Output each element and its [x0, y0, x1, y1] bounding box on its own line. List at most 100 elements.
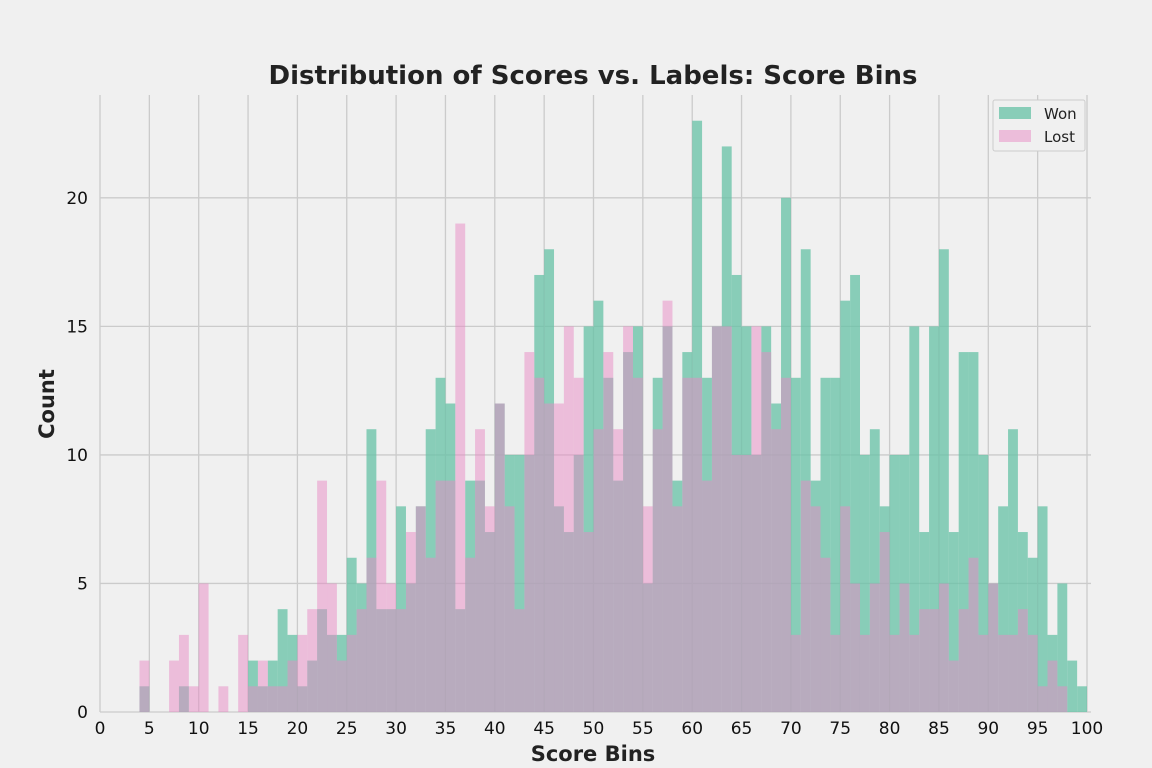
bar-lost-bin-54 — [632, 377, 643, 712]
bar-won-bin-92 — [1008, 429, 1018, 712]
bar-lost-bin-39 — [484, 506, 495, 712]
x-tick-30: 30 — [385, 719, 407, 739]
bar-lost-bin-80 — [889, 634, 900, 712]
bar-lost-bin-58 — [672, 506, 683, 712]
bar-won-bin-73 — [820, 377, 831, 712]
bar-won-bin-88 — [968, 352, 979, 712]
bar-lost-bin-30 — [396, 609, 406, 712]
bar-lost-bin-34 — [435, 480, 446, 712]
bar-won-bin-85 — [938, 249, 949, 712]
bar-lost-bin-72 — [810, 506, 821, 712]
bar-lost-bin-47 — [563, 326, 574, 712]
bar-lost-bin-81 — [899, 583, 910, 712]
y-tick-labels: 0 5 10 15 20 — [66, 189, 88, 723]
y-tick-10: 10 — [66, 446, 88, 466]
bar-lost-bin-45 — [544, 403, 555, 712]
bar-lost-bin-24 — [336, 660, 347, 712]
bar-lost-bin-4 — [139, 660, 150, 712]
bar-lost-bin-35 — [445, 480, 456, 712]
x-tick-0: 0 — [95, 719, 106, 739]
bar-lost-bin-89 — [978, 634, 989, 712]
bar-lost-bin-27 — [366, 557, 377, 712]
bar-lost-bin-75 — [840, 506, 851, 712]
bar-lost-bin-49 — [583, 532, 594, 712]
bar-won-bin-18 — [277, 609, 288, 712]
bar-lost-bin-97 — [1057, 686, 1068, 712]
bar-lost-bin-18 — [277, 686, 288, 712]
x-tick-65: 65 — [731, 719, 753, 739]
bar-lost-bin-37 — [465, 557, 476, 712]
bar-won-bin-89 — [978, 454, 989, 712]
bar-won-bin-42 — [514, 454, 525, 712]
bar-lost-bin-62 — [711, 326, 722, 712]
x-axis-label: Score Bins — [531, 742, 656, 766]
x-tick-95: 95 — [1027, 719, 1049, 739]
bar-won-bin-74 — [830, 377, 841, 712]
bar-lost-bin-78 — [869, 583, 880, 712]
bar-lost-bin-41 — [504, 506, 515, 712]
x-tick-85: 85 — [928, 719, 950, 739]
bar-won-bin-70 — [790, 377, 801, 712]
legend-swatch-won — [999, 107, 1031, 119]
bar-lost-bin-90 — [988, 583, 999, 712]
bar-won-bin-98 — [1067, 660, 1078, 712]
bar-lost-bin-77 — [859, 634, 870, 712]
x-tick-15: 15 — [237, 719, 259, 739]
bar-lost-bin-93 — [1017, 609, 1028, 712]
x-tick-labels: 0 5 10 15 20 25 30 35 40 45 50 55 60 65 70 75 80 85 90 95 10… — [95, 719, 1104, 739]
bar-lost-bin-87 — [958, 609, 969, 712]
bar-lost-bin-55 — [642, 506, 653, 712]
bar-lost-bin-31 — [405, 532, 416, 712]
bar-lost-bin-52 — [613, 429, 624, 712]
y-tick-5: 5 — [77, 574, 88, 594]
bar-lost-bin-94 — [1027, 634, 1038, 712]
y-tick-15: 15 — [66, 317, 88, 337]
bar-won-bin-95 — [1037, 506, 1048, 712]
bar-lost-bin-19 — [287, 660, 298, 712]
bar-won-bin-76 — [850, 274, 860, 712]
bar-won-bin-82 — [909, 326, 920, 712]
bar-lost-bin-83 — [919, 609, 930, 712]
bar-lost-bin-10 — [198, 583, 209, 712]
x-tick-90: 90 — [977, 719, 999, 739]
bar-lost-bin-44 — [534, 377, 545, 712]
bar-lost-bin-65 — [741, 454, 752, 712]
legend-label-lost: Lost — [1044, 128, 1075, 146]
y-tick-0: 0 — [77, 703, 88, 723]
bar-lost-bin-42 — [514, 609, 525, 712]
bar-lost-bin-43 — [524, 352, 535, 712]
bar-lost-bin-74 — [830, 634, 841, 712]
bar-lost-bin-85 — [938, 583, 949, 712]
y-axis-label: Count — [35, 369, 59, 439]
bar-lost-bin-28 — [376, 480, 387, 712]
x-tick-50: 50 — [583, 719, 605, 739]
bar-lost-bin-20 — [297, 634, 308, 712]
bar-lost-bin-60 — [692, 377, 703, 712]
bar-lost-bin-16 — [257, 660, 268, 712]
bar-won-bin-80 — [889, 454, 900, 712]
bar-lost-bin-64 — [731, 454, 742, 712]
bar-lost-bin-84 — [929, 609, 939, 712]
bar-lost-bin-8 — [178, 634, 189, 712]
bar-lost-bin-79 — [879, 532, 890, 712]
x-tick-20: 20 — [287, 719, 309, 739]
bar-lost-bin-61 — [702, 480, 712, 712]
bar-lost-bin-15 — [248, 686, 258, 712]
bar-lost-bin-38 — [475, 429, 485, 712]
bar-won-bin-91 — [998, 506, 1009, 712]
bar-won-bin-49 — [583, 326, 594, 712]
bar-lost-bin-56 — [652, 429, 663, 712]
bar-lost-bin-69 — [781, 377, 791, 712]
x-tick-40: 40 — [484, 719, 506, 739]
bar-lost-bin-50 — [593, 429, 604, 712]
bar-lost-bin-71 — [800, 480, 811, 712]
bar-lost-bin-48 — [573, 377, 584, 712]
bar-won-bin-87 — [958, 352, 969, 712]
x-tick-25: 25 — [336, 719, 358, 739]
bar-lost-bin-82 — [909, 634, 920, 712]
bar-lost-bin-21 — [307, 609, 318, 712]
legend-swatch-lost — [999, 130, 1031, 142]
x-tick-35: 35 — [435, 719, 457, 739]
bar-lost-bin-63 — [721, 326, 732, 712]
bar-lost-bin-14 — [238, 634, 249, 712]
